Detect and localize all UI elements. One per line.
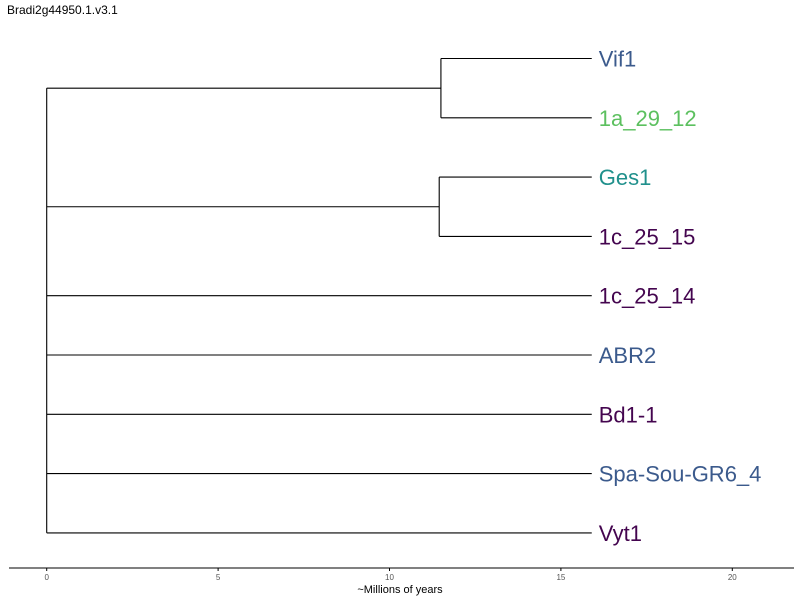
tip-label: Spa-Sou-GR6_4 (599, 462, 762, 487)
tip-label: Vif1 (599, 47, 637, 72)
x-axis: 0 5 10 15 20 ~Millions of years (9, 567, 794, 596)
x-tick-label: 5 (216, 573, 221, 582)
x-tick-label: 15 (556, 573, 565, 582)
branches (46, 57, 592, 534)
tip-label: Vyt1 (599, 521, 642, 546)
page-title: Bradi2g44950.1.v3.1 (7, 3, 118, 17)
tip-label: 1c_25_14 (599, 284, 696, 309)
tip-label: 1c_25_15 (599, 224, 696, 249)
tip-label: ABR2 (599, 343, 656, 368)
tip-label: 1a_29_12 (599, 106, 697, 131)
x-tick-label: 10 (385, 573, 394, 582)
x-tick-label: 20 (728, 573, 737, 582)
x-axis-label: ~Millions of years (357, 584, 443, 596)
tip-labels: Vif1 1a_29_12 Ges1 1c_25_15 1c_25_14 ABR2 Bd1-… (599, 47, 762, 546)
tip-label: Ges1 (599, 165, 652, 190)
x-tick-label: 0 (44, 573, 49, 582)
x-axis-ticks: 0 5 10 15 20 (44, 568, 737, 582)
tip-label: Bd1-1 (599, 402, 658, 427)
